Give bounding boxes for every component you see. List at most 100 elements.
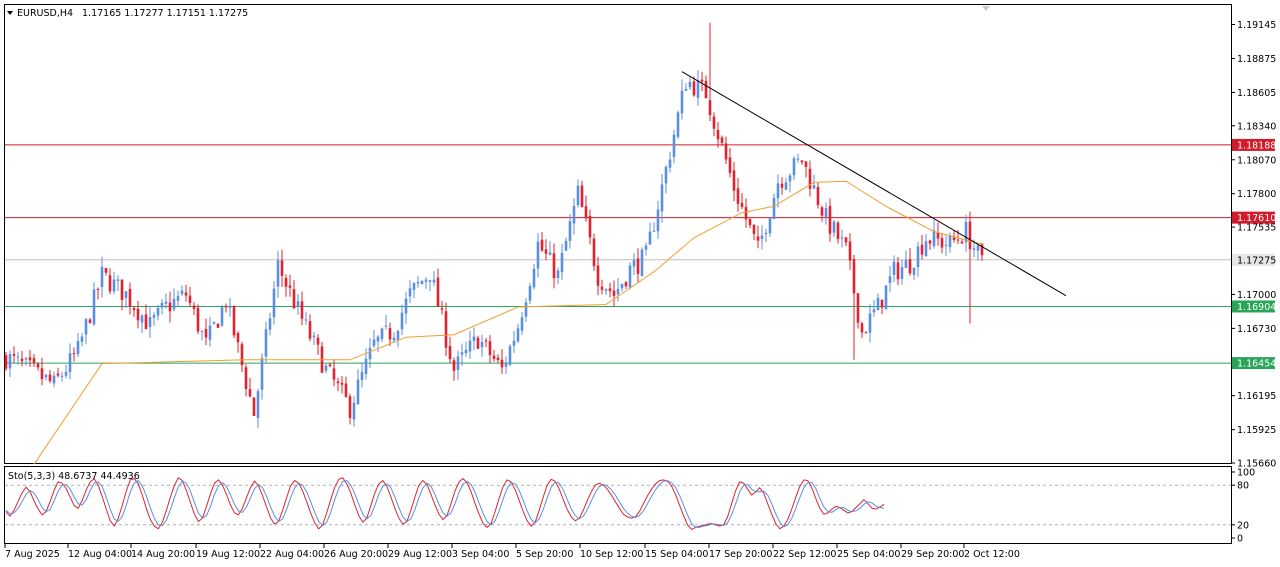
candle-body — [20, 358, 24, 362]
candle-body — [332, 368, 336, 380]
menu-triangle-icon[interactable] — [7, 11, 13, 15]
candle-body — [112, 279, 116, 292]
candle-body — [156, 307, 160, 316]
candle-body — [876, 297, 880, 311]
candle-body — [692, 81, 696, 96]
scroll-marker-icon[interactable] — [982, 6, 990, 11]
moving-average-line — [33, 180, 983, 465]
candle-body — [252, 397, 256, 416]
candle-body — [304, 319, 308, 321]
candle-body — [4, 355, 8, 369]
time-tick-label: 3 Sep 04:00 — [452, 549, 509, 560]
candle-body — [836, 222, 840, 239]
candle-body — [788, 175, 792, 182]
candle-body — [912, 267, 916, 275]
stochastic-label: Sto(5,3,3) 48.6737 44.4936 — [8, 471, 140, 482]
candle-body — [300, 301, 304, 319]
candle-body — [616, 288, 620, 295]
candle-body — [576, 185, 580, 206]
candle-body — [480, 341, 484, 348]
candle-body — [124, 291, 128, 298]
candle-body — [536, 241, 540, 269]
candle-body — [428, 280, 432, 282]
candle-body — [64, 371, 68, 376]
price-tick-label: 1.18340 — [1237, 121, 1276, 132]
trendline — [681, 71, 1067, 297]
candle-body — [888, 276, 892, 284]
price-pane[interactable]: 1.19145 1.18875 1.18605 1.18340 1.18070 1.178… — [4, 4, 1277, 470]
candle-body — [264, 329, 268, 357]
candle-body — [976, 244, 980, 251]
time-tick-label: 5 Sep 20:00 — [516, 549, 573, 560]
candle-body — [144, 314, 148, 329]
candle-body — [796, 158, 800, 160]
candle-body — [76, 341, 80, 355]
candle-body — [856, 293, 860, 323]
candle-body — [760, 235, 764, 239]
candle-body — [700, 79, 704, 82]
candle-body — [276, 260, 280, 287]
stochastic-plot-area — [5, 477, 1231, 531]
candle-body — [584, 206, 588, 219]
candle-body — [792, 158, 796, 176]
stochastic-axis: 100 80 20 0 — [1231, 468, 1255, 545]
candle-body — [92, 289, 96, 325]
price-tick-label: 1.17000 — [1237, 290, 1276, 301]
candle-body — [216, 324, 220, 328]
candle-body — [732, 170, 736, 191]
candle-body — [492, 355, 496, 360]
candle-body — [944, 244, 948, 246]
candle-body — [172, 298, 176, 310]
candle-body — [928, 240, 932, 244]
stochastic-tick-label: 80 — [1237, 481, 1249, 492]
stochastic-pane-frame — [4, 466, 1232, 544]
time-tick-label: 29 Sep 20:00 — [901, 549, 964, 560]
candle-body — [516, 328, 520, 342]
candle-body — [352, 402, 356, 420]
candle-body — [580, 185, 584, 208]
stochastic-tick-label: 100 — [1237, 468, 1255, 479]
resistance-price-tag — [1232, 138, 1275, 151]
candle-body — [152, 315, 156, 318]
candle-body — [312, 335, 316, 338]
candle-body — [880, 299, 884, 308]
candle-body — [488, 341, 492, 356]
candle-body — [60, 375, 64, 377]
candle-body — [656, 209, 660, 232]
candle-body — [704, 80, 708, 99]
candle-body — [380, 328, 384, 339]
candle-body — [776, 183, 780, 199]
candle-body — [648, 231, 652, 245]
candle-body — [348, 396, 352, 418]
time-tick-label: 26 Aug 20:00 — [324, 549, 388, 560]
candle-body — [608, 288, 612, 292]
candle-body — [288, 285, 292, 288]
candle-body — [920, 244, 924, 255]
candle-body — [56, 373, 60, 376]
candle-body — [236, 332, 240, 343]
stochastic-line-d — [5, 479, 885, 528]
candle-body — [960, 241, 964, 244]
candle-body — [412, 283, 416, 290]
candle-body — [780, 183, 784, 188]
candle-body — [512, 340, 516, 346]
stochastic-pane[interactable]: 100 80 20 0 Sto(5,3,3) 48.6737 44.4936 — [4, 466, 1256, 545]
candle-body — [748, 218, 752, 226]
stochastic-tick-label: 20 — [1237, 520, 1249, 531]
candle-body — [684, 88, 688, 91]
symbol-label: EURUSD,H4 — [17, 8, 73, 19]
time-tick-label: 7 Aug 2025 — [5, 549, 60, 560]
candle-body — [800, 160, 804, 163]
candle-body — [404, 298, 408, 314]
time-tick-label: 22 Sep 12:00 — [773, 549, 836, 560]
candle-body — [940, 238, 944, 248]
candle-body — [900, 267, 904, 279]
price-tick-label: 1.16195 — [1237, 391, 1276, 402]
candle-body — [232, 306, 236, 336]
candle-body — [672, 134, 676, 158]
price-tick-label: 1.17800 — [1237, 189, 1276, 200]
candle-body — [88, 319, 92, 323]
price-tick-label: 1.19145 — [1237, 20, 1276, 31]
candle-body — [188, 295, 192, 304]
